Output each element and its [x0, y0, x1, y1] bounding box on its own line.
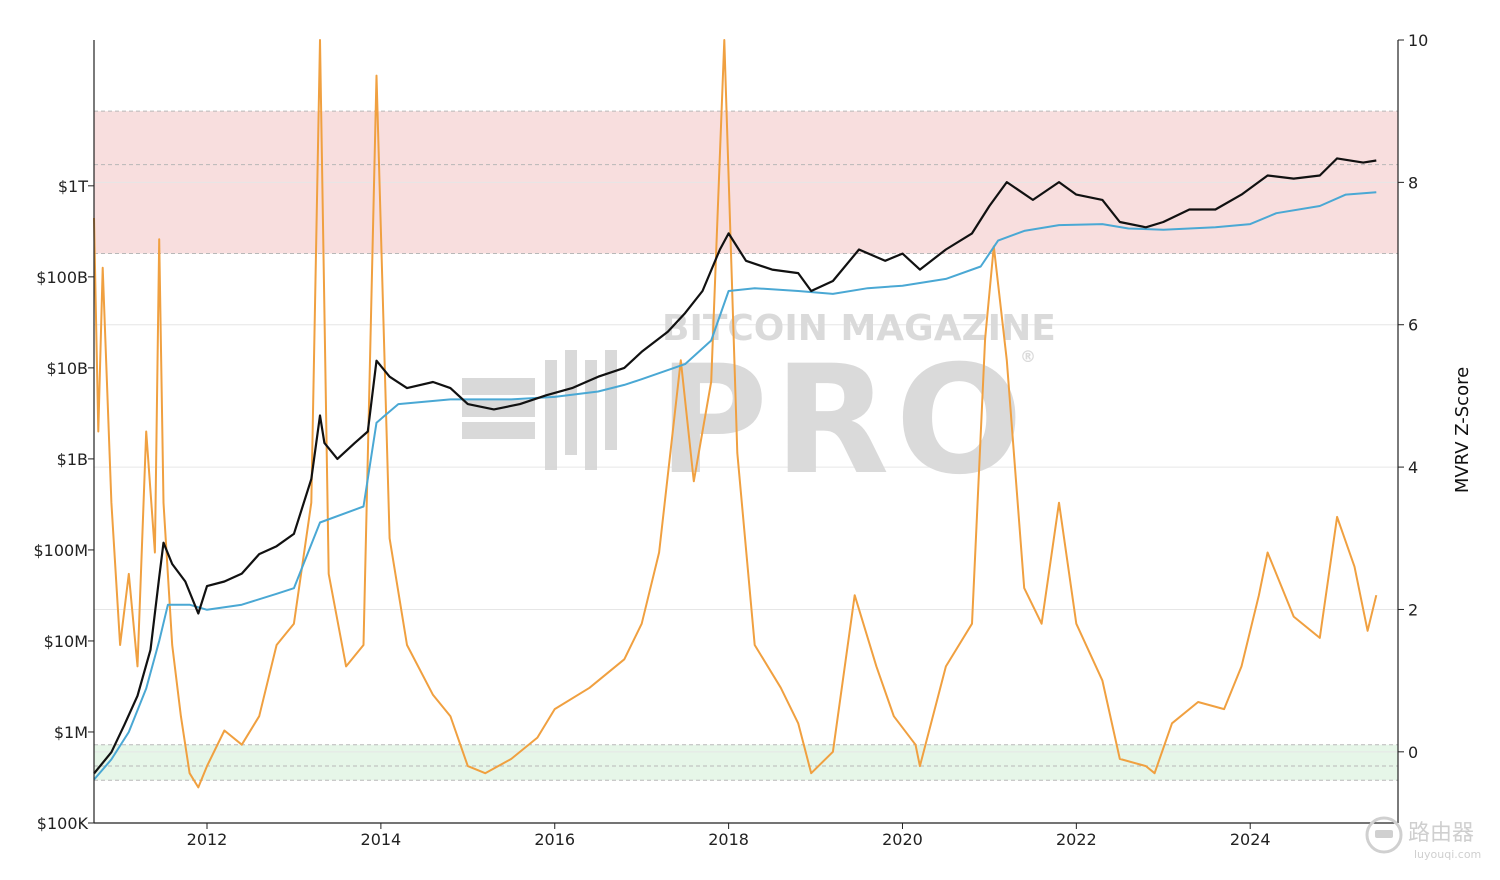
right-tick-label: 8: [1408, 173, 1418, 192]
undervalued-band: [94, 744, 1398, 781]
x-tick-label: 2024: [1230, 830, 1271, 849]
axes: [93, 40, 1399, 824]
grid: [94, 181, 1398, 753]
watermark: BITCOIN MAGAZINE PRO ®: [462, 308, 1056, 508]
corner-logo: 路由器 luyouqi.com: [1365, 816, 1481, 861]
x-tick-label: 2018: [708, 830, 749, 849]
right-axis-title: MVRV Z-Score: [1452, 367, 1473, 493]
x-tick-label: 2012: [187, 830, 228, 849]
x-tick-label: 2016: [534, 830, 575, 849]
right-tick-label: 10: [1408, 31, 1428, 50]
left-tick-label: $100M: [33, 541, 88, 560]
right-tick-label: 2: [1408, 600, 1418, 619]
watermark-line1: BITCOIN MAGAZINE: [662, 308, 1056, 349]
watermark-line2: PRO: [658, 334, 1029, 508]
left-tick-label: $100K: [37, 814, 89, 833]
series-line-0: [93, 157, 1377, 775]
left-tick-label: $1B: [57, 450, 88, 469]
tick-labels: $100K $1M $10M $100M $1B $10B $100B $1T 0 2 4 6 8 10 2…: [33, 31, 1428, 849]
right-tick-label: 4: [1408, 458, 1418, 477]
x-tick-label: 2020: [882, 830, 923, 849]
right-tick-label: 6: [1408, 316, 1418, 335]
series-layer: [93, 39, 1378, 789]
series-line-2: [93, 39, 1378, 789]
x-tick-label: 2014: [361, 830, 402, 849]
watermark-registered: ®: [1020, 347, 1036, 366]
x-tick-label: 2022: [1056, 830, 1097, 849]
left-tick-label: $10B: [46, 359, 88, 378]
corner-logo-line2: luyouqi.com: [1414, 848, 1481, 861]
left-tick-label: $10M: [44, 632, 88, 651]
left-tick-label: $100B: [36, 268, 88, 287]
corner-logo-line1: 路由器: [1408, 821, 1474, 846]
left-tick-label: $1M: [54, 723, 88, 742]
right-tick-label: 0: [1408, 743, 1418, 762]
watermark-logo-icon: [462, 350, 617, 470]
series-line-1: [93, 191, 1377, 781]
router-icon: [1365, 816, 1403, 854]
left-tick-label: $1T: [58, 177, 88, 196]
